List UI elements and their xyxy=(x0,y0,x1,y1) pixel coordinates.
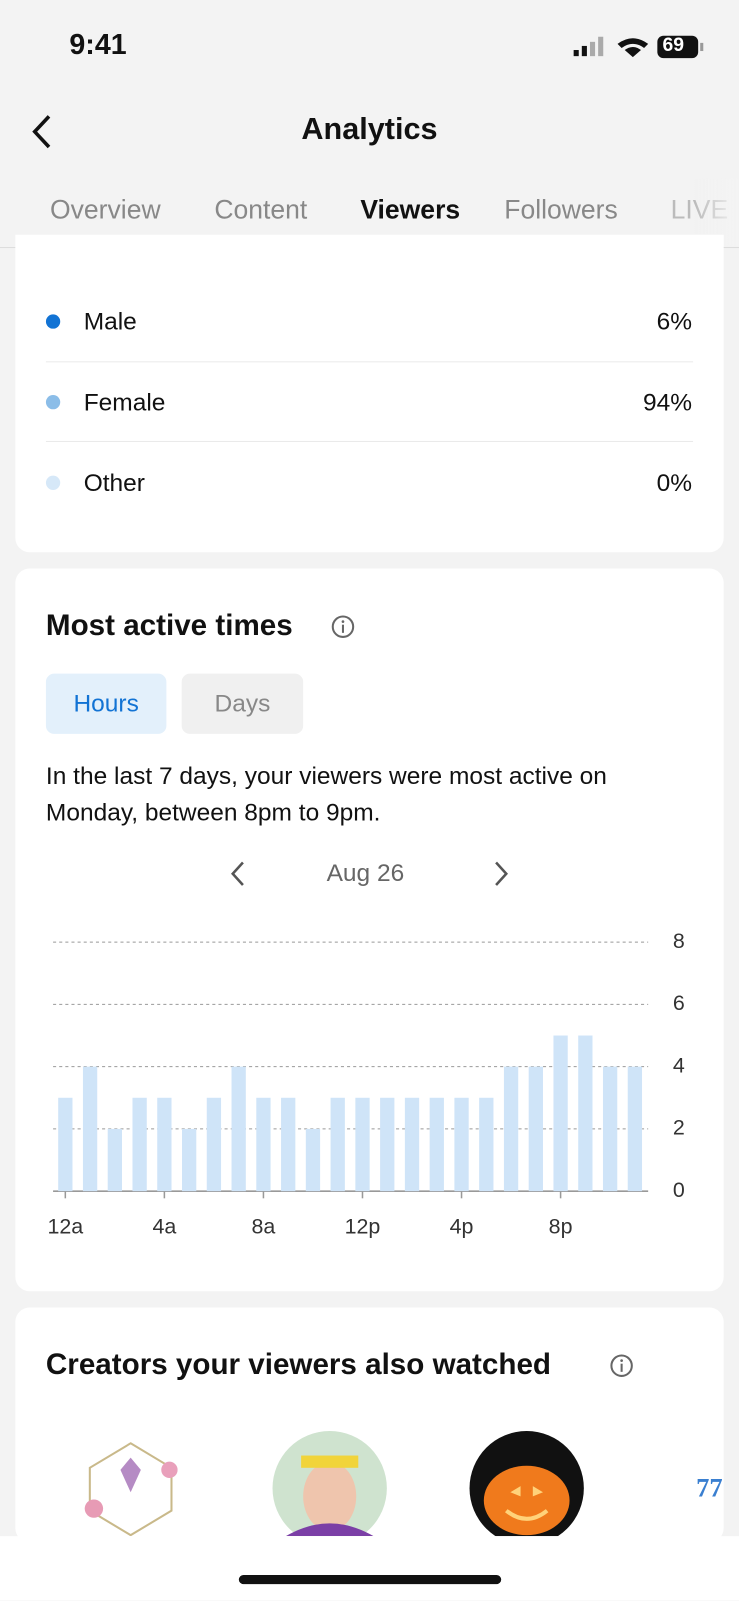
x-tick-label: 4p xyxy=(450,1215,474,1239)
next-button[interactable] xyxy=(490,859,514,888)
bar xyxy=(330,1097,345,1192)
bar xyxy=(528,1066,543,1192)
y-tick-label: 0 xyxy=(673,1178,685,1202)
separator xyxy=(45,361,694,363)
bar xyxy=(553,1035,568,1192)
date-label: Aug 26 xyxy=(326,859,405,888)
toggle-active[interactable]: Hours xyxy=(45,673,167,734)
y-tick-label: 2 xyxy=(673,1116,685,1140)
bar xyxy=(82,1066,98,1192)
x-tick-label: 12a xyxy=(47,1215,83,1239)
home-indicator xyxy=(238,1574,502,1585)
creator-partial: 77 xyxy=(696,1472,723,1503)
status-time: 9:41 xyxy=(69,28,127,61)
bar xyxy=(305,1128,321,1192)
legend-dot xyxy=(45,314,61,329)
bar xyxy=(578,1035,593,1192)
bar xyxy=(602,1066,618,1192)
x-tick-label: 8p xyxy=(549,1215,573,1239)
bar xyxy=(429,1097,444,1192)
bar xyxy=(107,1128,122,1192)
bar xyxy=(380,1097,395,1192)
gender-label: Other xyxy=(83,469,145,498)
gender-value: 6% xyxy=(656,308,693,336)
y-tick-label: 8 xyxy=(673,929,685,953)
bar xyxy=(627,1066,643,1192)
y-tick-label: 6 xyxy=(673,991,685,1015)
x-tick-label: 4a xyxy=(152,1215,176,1239)
toggle[interactable]: Days xyxy=(181,673,304,734)
bar xyxy=(404,1097,420,1192)
tab[interactable]: Followers xyxy=(504,193,618,225)
creator-avatars xyxy=(77,1431,584,1537)
prev-button[interactable] xyxy=(227,859,251,888)
bar xyxy=(157,1097,172,1192)
bar xyxy=(454,1097,469,1192)
legend-dot xyxy=(45,475,61,490)
bar xyxy=(479,1097,494,1192)
tab[interactable]: Overview xyxy=(50,193,161,225)
bar xyxy=(355,1097,370,1192)
gender-card xyxy=(15,234,724,553)
info-icon[interactable] xyxy=(609,1353,633,1377)
tab[interactable]: Content xyxy=(214,193,308,225)
x-tick-label: 12p xyxy=(345,1215,381,1239)
separator xyxy=(45,440,694,442)
tab-active[interactable]: Viewers xyxy=(360,193,461,225)
bar xyxy=(132,1097,147,1192)
y-tick-label: 4 xyxy=(673,1053,685,1077)
bar xyxy=(231,1066,246,1192)
info-icon[interactable] xyxy=(331,614,355,638)
status-icons xyxy=(573,35,704,59)
bar xyxy=(58,1097,73,1192)
back-button[interactable] xyxy=(29,112,60,153)
description: In the last 7 days, your viewers were mo… xyxy=(45,762,607,827)
bar xyxy=(181,1128,197,1192)
gender-value: 94% xyxy=(643,388,693,417)
bar xyxy=(206,1097,222,1192)
gender-label: Female xyxy=(83,388,166,417)
bar xyxy=(256,1097,271,1192)
x-tick-label: 8a xyxy=(252,1215,276,1239)
bar xyxy=(503,1066,519,1192)
gender-value: 0% xyxy=(656,469,693,498)
gender-label: Male xyxy=(83,308,137,336)
section-title: Creators your viewers also watched xyxy=(45,1348,551,1382)
battery-level: 69 xyxy=(662,34,685,57)
bar xyxy=(281,1097,296,1192)
chart: 0 2 4 6 8 12a 4a 8a 12p 4p 8p xyxy=(47,929,685,1239)
home-bar-area xyxy=(0,1536,739,1601)
section-title: Most active times xyxy=(45,609,293,643)
legend-dot xyxy=(45,395,61,410)
header-title: Analytics xyxy=(301,112,438,146)
